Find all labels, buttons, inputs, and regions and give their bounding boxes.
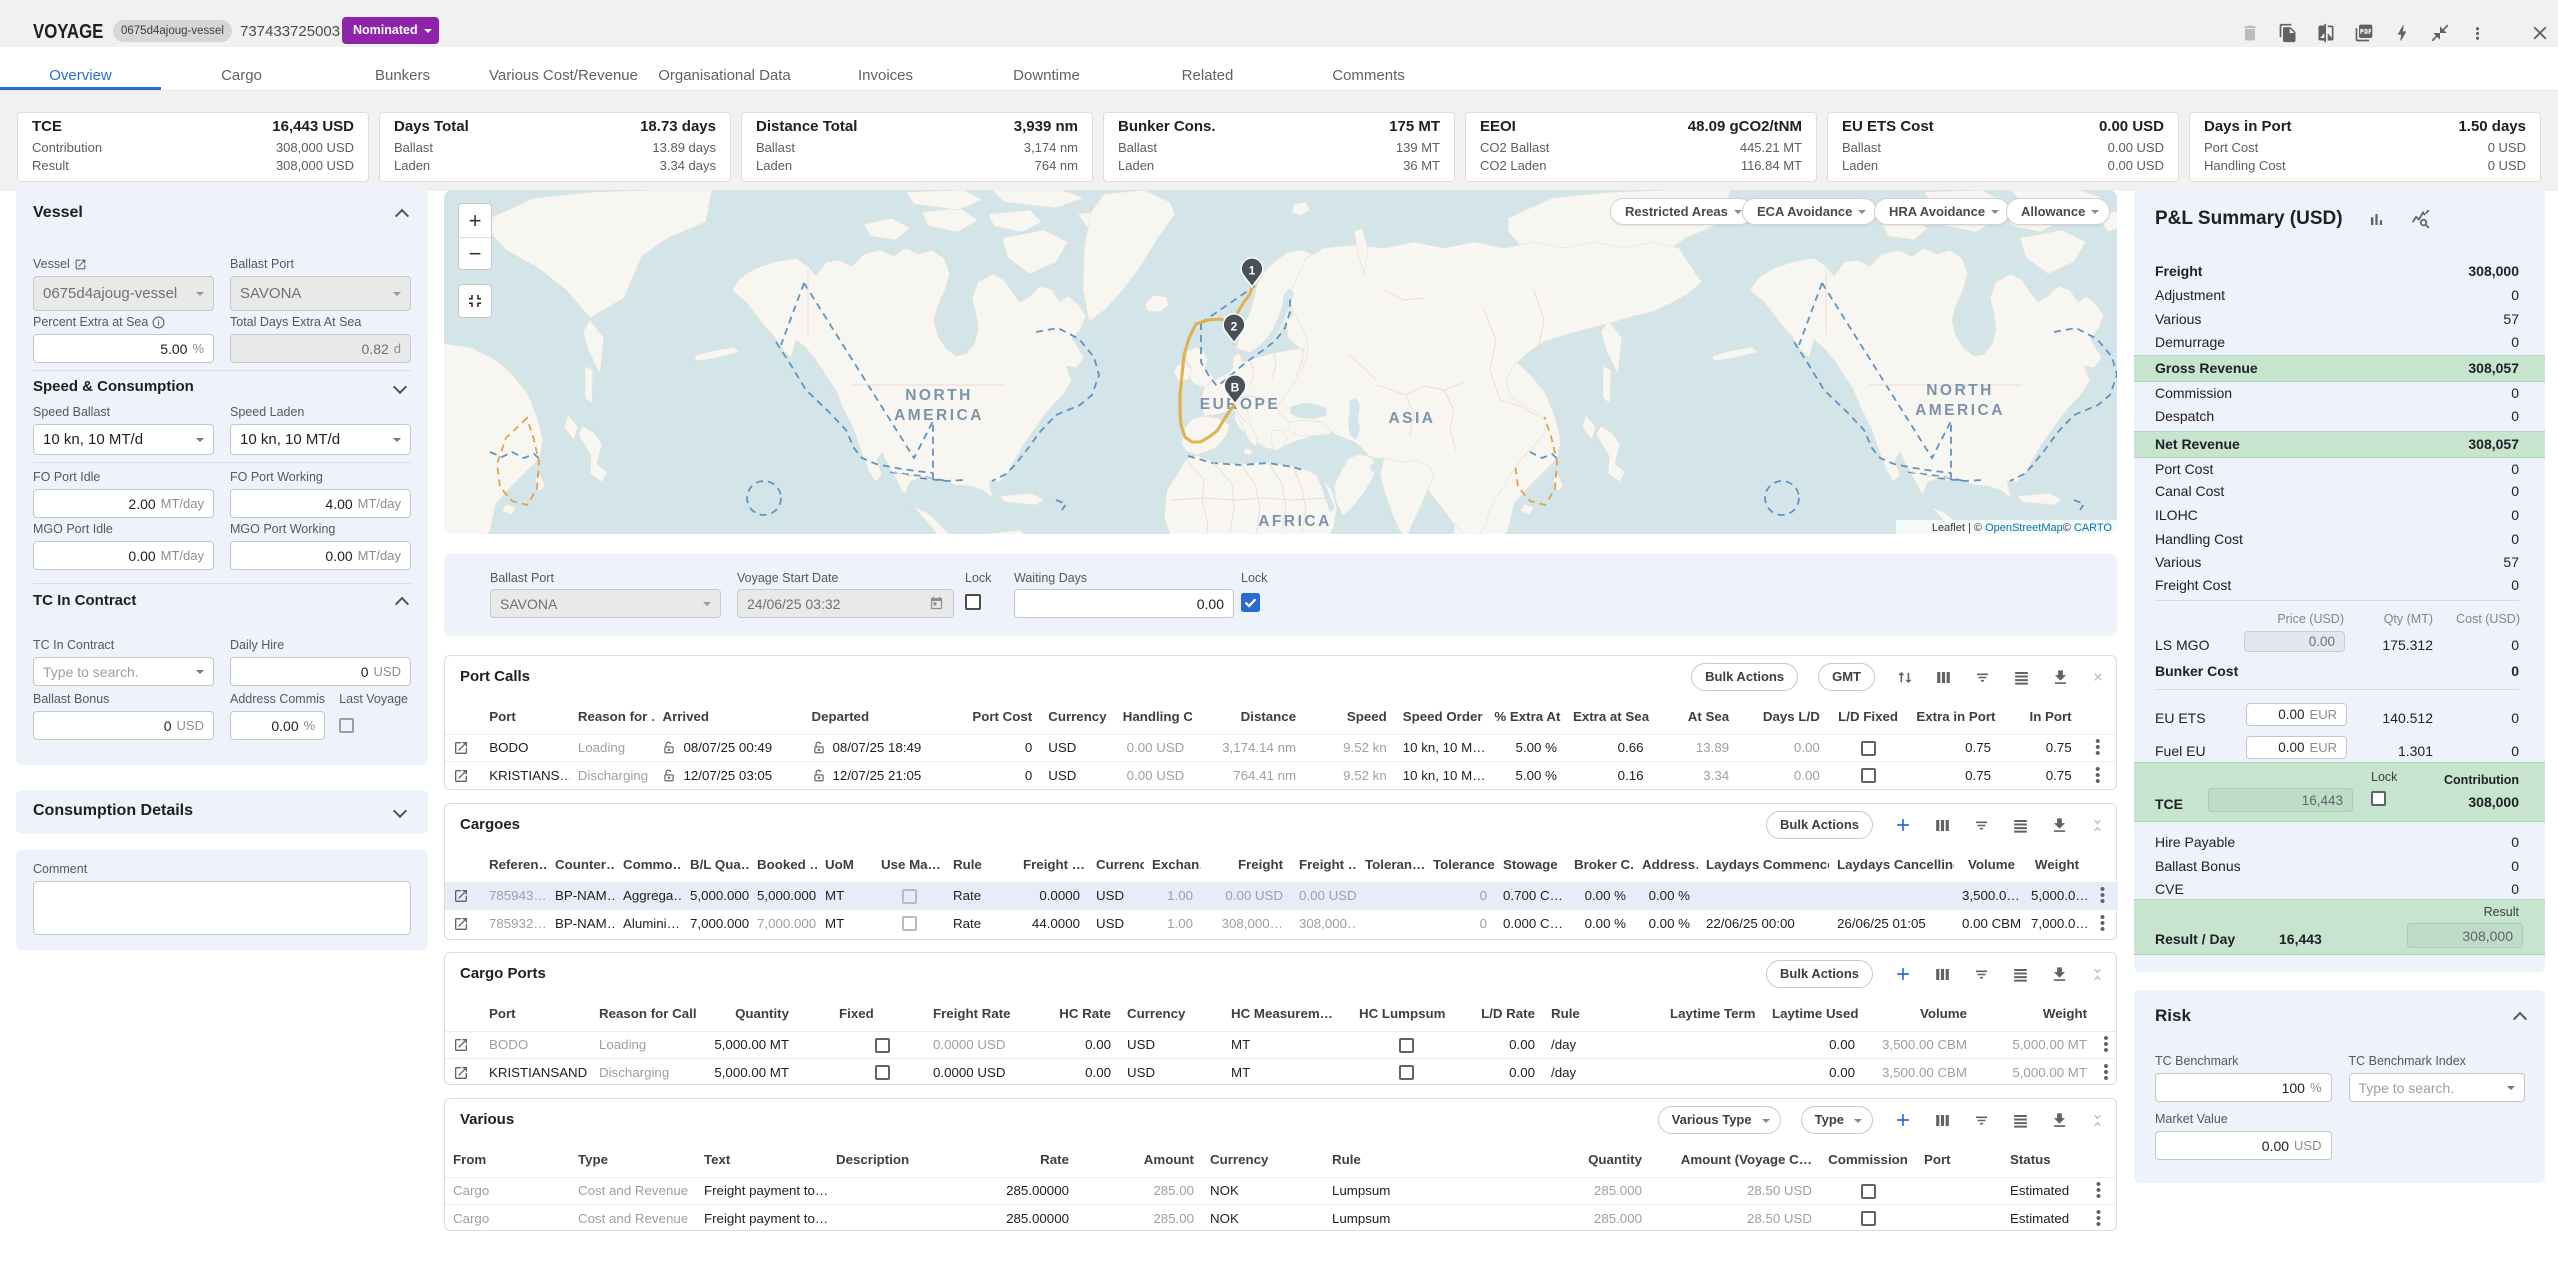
svg-text:1: 1 — [1249, 264, 1256, 278]
svg-text:AMERICA: AMERICA — [1915, 402, 2005, 419]
svg-text:AFRICA: AFRICA — [1258, 513, 1332, 530]
svg-text:2: 2 — [1231, 320, 1238, 334]
svg-text:NORTH: NORTH — [1926, 382, 1994, 399]
svg-text:ASIA: ASIA — [1388, 410, 1435, 427]
svg-text:NORTH: NORTH — [905, 387, 973, 404]
svg-text:AMERICA: AMERICA — [894, 407, 984, 424]
svg-text:Leaflet | © OpenStreetMap© CAR: Leaflet | © OpenStreetMap© CARTO — [1932, 522, 2113, 534]
svg-text:EUROPE: EUROPE — [1200, 396, 1280, 413]
svg-text:B: B — [1231, 381, 1240, 395]
